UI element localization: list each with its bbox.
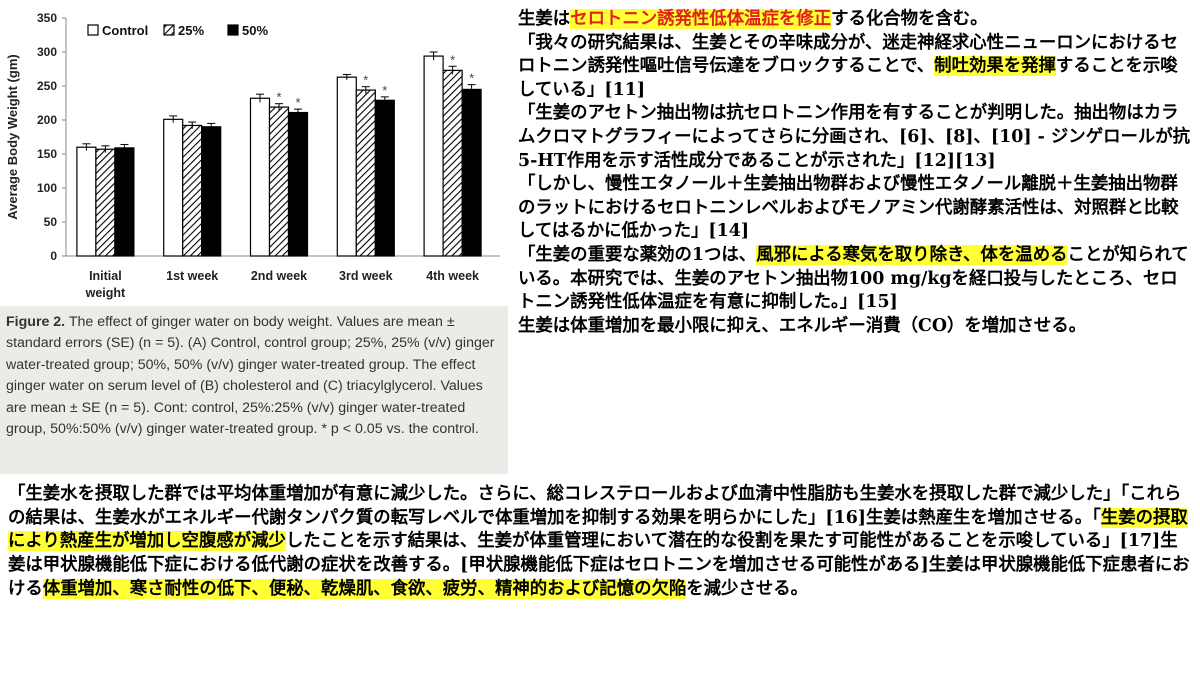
x-tick-label: weight [85, 286, 126, 300]
paragraph-serotonin-hypothermia: 生姜はセロトニン誘発性低体温症を修正する化合物を含む。 [518, 8, 1194, 32]
bar [336, 76, 357, 257]
bar [461, 88, 482, 257]
y-tick-label: 300 [37, 45, 57, 59]
legend-swatch [163, 24, 175, 36]
highlight-span: 体重増加、寒さ耐性の低下、便秘、乾燥肌、食欲、疲労、精神的および記憶の欠陥 [42, 578, 687, 599]
text-span: 「生姜の重要な薬効の1つは、 [518, 244, 757, 265]
chart-svg: 0 50 100 150 200 250 300 350 Average Body Weight… [5, 11, 500, 300]
bar [201, 126, 222, 257]
bar [423, 55, 444, 257]
paragraph-ethanol: 「しかし、慢性エタノール＋生姜抽出物群および慢性エタノール離脱＋生姜抽出物群のラ… [518, 174, 1179, 242]
figure-caption-label: Figure 2. [6, 314, 66, 330]
text-span: ことが知られている。本研究では、生姜のアセトン抽出物100 mg/kgを経口投与… [518, 244, 1189, 313]
text-span: 「我々の研究結果は、生姜とその辛味成分が、迷走神経求心性ニューロンにおけるセロト… [518, 32, 1178, 77]
text-span: したことを示す結果は、生姜が体重管理において潜在的な役割を果たす可能性があること… [8, 531, 1190, 599]
bar [114, 147, 135, 257]
body-weight-chart: 0 50 100 150 200 250 300 350 Average Body Weight… [0, 0, 508, 306]
x-tick-label: 1st week [166, 269, 218, 283]
bar [287, 111, 309, 257]
bar [163, 118, 184, 257]
y-tick-label: 200 [37, 113, 57, 127]
x-tick-label: 2nd week [251, 269, 307, 283]
text-span: することを示唆している」[11] [518, 56, 1178, 100]
y-tick-label: 50 [44, 215, 58, 229]
figure-panel: 0 50 100 150 200 250 300 350 Average Body Weight… [0, 0, 508, 474]
bar [442, 69, 463, 257]
text-span: する化合物を含む。 [831, 9, 988, 29]
x-tick-label: Initial [89, 269, 122, 283]
highlight-red-span: セロトニン誘発性低体温症を修正 [570, 9, 832, 29]
legend-swatch [227, 24, 239, 36]
paragraph-weight-gain: 生姜は体重増加を最小限に抑え、エネルギー消費（CO）を増加させる。 [518, 315, 1087, 336]
text-span: 生姜は [518, 9, 571, 29]
legend-label: 25% [178, 23, 204, 38]
y-tick-label: 0 [50, 249, 57, 263]
y-tick-label: 350 [37, 11, 57, 25]
highlight-span: 風邪による寒気を取り除き、体を温める [756, 244, 1068, 265]
x-tick-label: 4th week [426, 269, 479, 283]
y-tick-label: 100 [37, 181, 57, 195]
bar [182, 124, 203, 257]
right-text-block: 生姜はセロトニン誘発性低体温症を修正する化合物を含む。 「我々の研究結果は、生姜… [518, 8, 1194, 338]
y-tick-label: 250 [37, 79, 57, 93]
y-axis-title: Average Body Weight (gm) [5, 54, 20, 219]
bar [374, 99, 395, 257]
paragraph-anti-serotonin: 「生姜のアセトン抽出物は抗セロトニン作用を有することが判明した。抽出物はカラムク… [518, 103, 1191, 171]
significance-mark: * [450, 52, 455, 67]
bottom-text-block: 「生姜水を摂取した群では平均体重増加が有意に減少した。さらに、総コレステロールお… [8, 483, 1194, 602]
bar [249, 97, 271, 257]
highlight-span: 制吐効果を発揮 [934, 56, 1056, 77]
paragraph-ginger-water: 「生姜水を摂取した群では平均体重増加が有意に減少した。さらに、総コレステロールお… [8, 483, 1194, 602]
legend-label: 50% [242, 23, 268, 38]
paragraph-antiemetic: 「我々の研究結果は、生姜とその辛味成分が、迷走神経求心性ニューロンにおけるセロト… [518, 32, 1194, 103]
significance-mark: * [276, 90, 281, 105]
text-span: を減少させる。 [686, 578, 809, 599]
legend-swatch [87, 24, 99, 36]
significance-mark: * [469, 71, 474, 86]
bar [76, 146, 97, 257]
legend-label: Control [102, 23, 148, 38]
significance-mark: * [382, 83, 387, 98]
bar [268, 106, 290, 257]
bar [95, 148, 116, 257]
figure-caption-text: The effect of ginger water on body weigh… [6, 314, 495, 438]
paragraph-warming: 「生姜の重要な薬効の1つは、風邪による寒気を取り除き、体を温めることが知られてい… [518, 244, 1194, 315]
y-tick-label: 150 [37, 147, 57, 161]
significance-mark: * [363, 73, 368, 88]
figure-caption: Figure 2. The effect of ginger water on … [0, 306, 508, 474]
text-span: 「生姜水を摂取した群では平均体重増加が有意に減少した。さらに、総コレステロールお… [8, 484, 1182, 528]
significance-mark: * [295, 95, 300, 110]
bar [355, 89, 376, 257]
x-tick-label: 3rd week [339, 269, 393, 283]
